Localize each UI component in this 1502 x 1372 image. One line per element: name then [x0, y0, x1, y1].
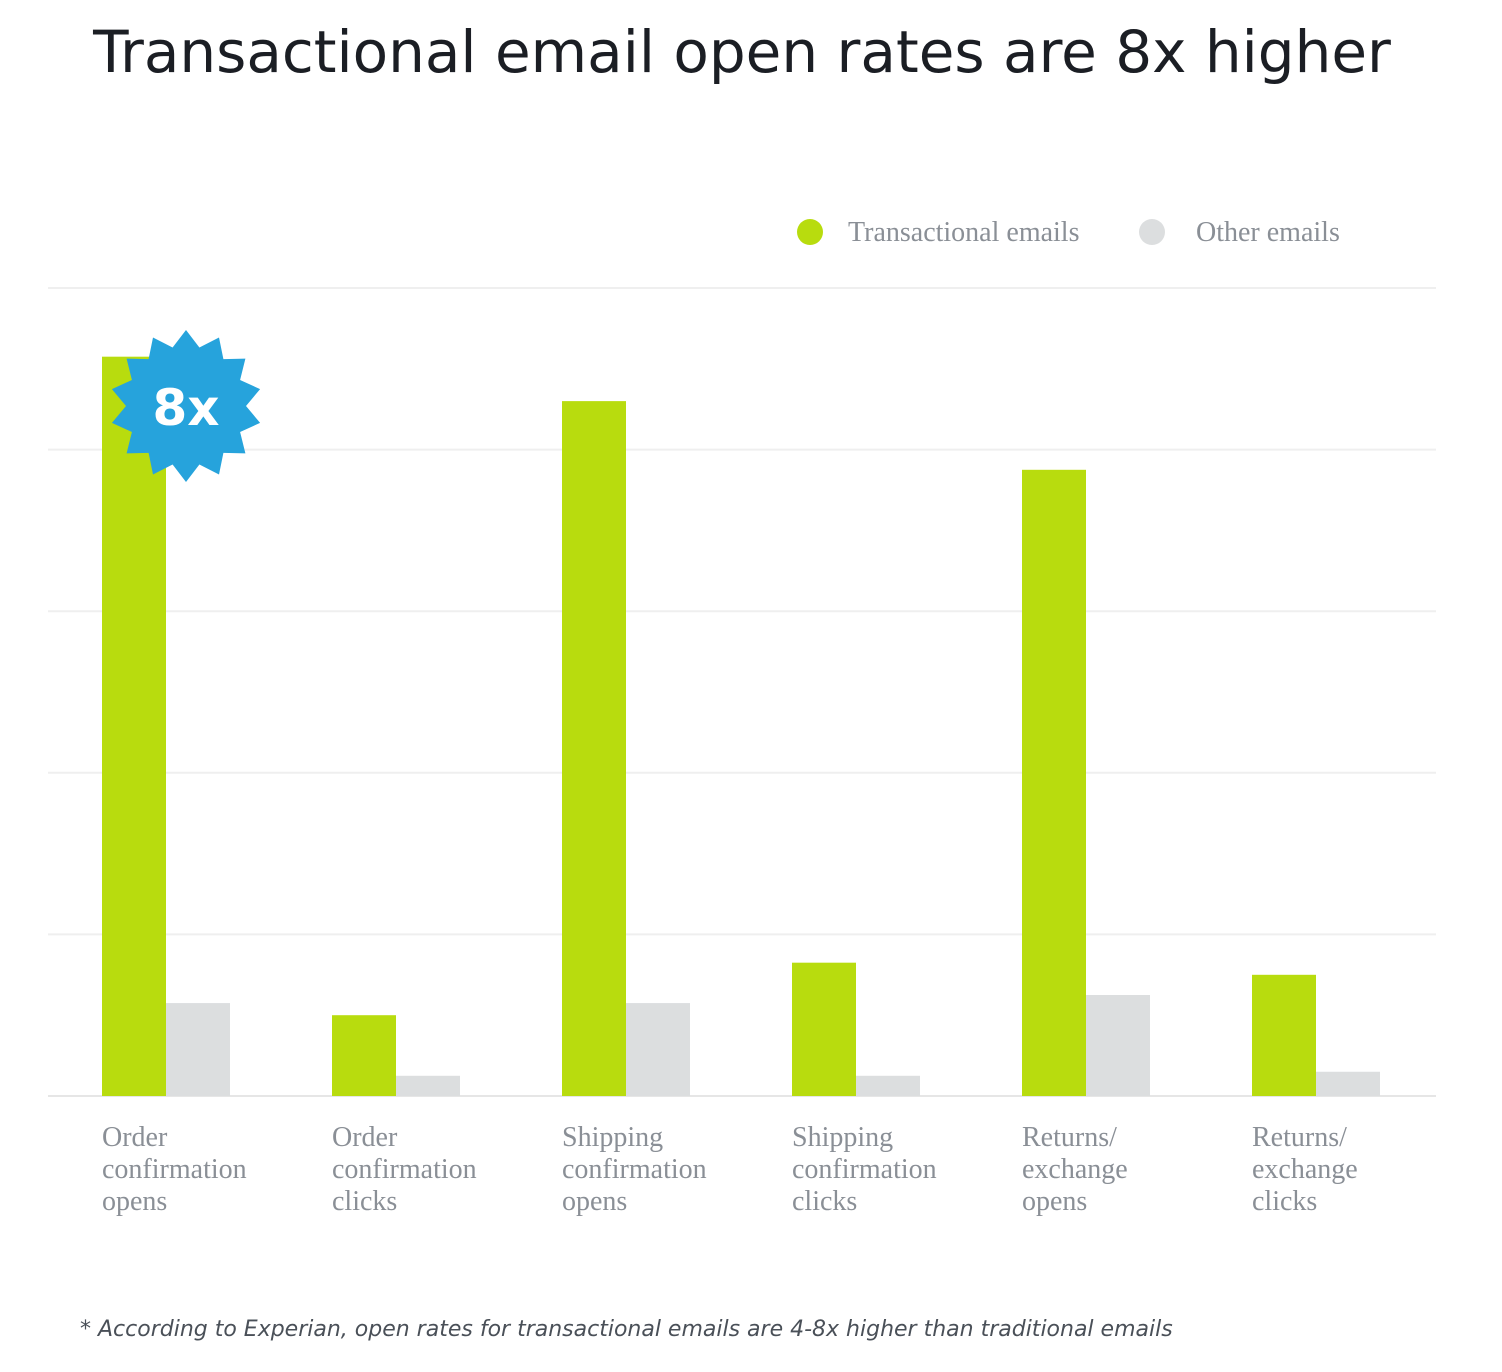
category-label-line: clicks — [332, 1186, 397, 1217]
chart-title: Transactional email open rates are 8x hi… — [92, 18, 1391, 86]
category-label-3: Shipping confirmation opens — [562, 1122, 707, 1217]
category-label-line: confirmation — [332, 1154, 477, 1185]
footnote: * According to Experian, open rates for … — [80, 1317, 1173, 1342]
bar-transactional-5 — [1022, 469, 1086, 1096]
legend: Transactional emails Other emails — [797, 217, 1340, 248]
bar-other-4 — [856, 1075, 920, 1096]
bar-other-2 — [396, 1075, 460, 1096]
category-label-line: confirmation — [562, 1154, 707, 1185]
category-label-line: Returns/ — [1252, 1122, 1347, 1153]
gridlines — [48, 287, 1436, 1097]
bars — [102, 356, 1380, 1096]
bar-other-6 — [1316, 1071, 1380, 1096]
legend-label-other: Other emails — [1196, 217, 1340, 248]
badge-8x: 8x — [111, 330, 261, 482]
category-label-line: exchange — [1252, 1154, 1358, 1185]
bar-transactional-6 — [1252, 974, 1316, 1096]
category-label-line: Order — [332, 1122, 398, 1153]
category-label-line: opens — [562, 1186, 627, 1217]
category-label-6: Returns/exchange clicks — [1252, 1122, 1358, 1217]
bar-other-1 — [166, 1003, 230, 1096]
category-label-line: clicks — [792, 1186, 857, 1217]
category-label-2: Order confirmation clicks — [332, 1122, 477, 1217]
category-label-5: Returns/exchange opens — [1022, 1122, 1128, 1217]
bar-transactional-1 — [102, 356, 166, 1096]
category-label-line: Shipping — [562, 1122, 663, 1153]
category-label-line: Shipping — [792, 1122, 893, 1153]
category-label-line: Returns/ — [1022, 1122, 1117, 1153]
category-label-1: Order confirmation opens — [102, 1122, 247, 1217]
bar-other-3 — [626, 1003, 690, 1096]
category-label-line: confirmation — [102, 1154, 247, 1185]
category-label-4: Shipping confirmation clicks — [792, 1122, 937, 1217]
category-label-line: confirmation — [792, 1154, 937, 1185]
bar-transactional-4 — [792, 962, 856, 1096]
bar-other-5 — [1086, 995, 1150, 1096]
category-label-line: opens — [1022, 1186, 1087, 1217]
bar-transactional-2 — [332, 1015, 396, 1096]
legend-label-transactional: Transactional emails — [848, 217, 1079, 248]
starburst-badge-icon — [111, 330, 261, 482]
badge-label: 8x — [152, 379, 219, 437]
category-label-line: Order — [102, 1122, 168, 1153]
category-label-line: opens — [102, 1186, 167, 1217]
category-label-line: exchange — [1022, 1154, 1128, 1185]
bar-transactional-3 — [562, 401, 626, 1096]
category-label-line: clicks — [1252, 1186, 1317, 1217]
legend-marker-transactional — [797, 219, 823, 245]
legend-marker-other — [1139, 219, 1165, 245]
